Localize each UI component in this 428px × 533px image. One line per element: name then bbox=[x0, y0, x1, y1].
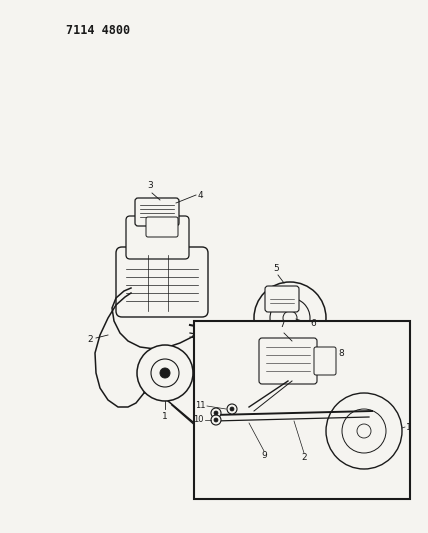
Text: 5: 5 bbox=[273, 264, 279, 273]
Text: 4: 4 bbox=[198, 190, 204, 199]
Text: 2: 2 bbox=[301, 453, 307, 462]
Text: 9: 9 bbox=[261, 450, 267, 459]
FancyBboxPatch shape bbox=[265, 286, 299, 312]
Circle shape bbox=[214, 411, 218, 415]
Circle shape bbox=[270, 298, 310, 338]
Circle shape bbox=[254, 282, 326, 354]
Circle shape bbox=[342, 409, 386, 453]
FancyBboxPatch shape bbox=[126, 216, 189, 259]
Bar bbox=[194, 321, 410, 499]
FancyBboxPatch shape bbox=[314, 347, 336, 375]
Circle shape bbox=[227, 404, 237, 414]
Text: 7114 4800: 7114 4800 bbox=[66, 24, 131, 37]
Circle shape bbox=[326, 393, 402, 469]
FancyBboxPatch shape bbox=[116, 247, 208, 317]
Circle shape bbox=[283, 311, 297, 325]
Text: 1: 1 bbox=[406, 423, 412, 432]
Text: 8: 8 bbox=[338, 349, 344, 358]
Text: 6: 6 bbox=[310, 319, 316, 328]
Circle shape bbox=[230, 407, 234, 411]
Text: 2: 2 bbox=[87, 335, 93, 343]
Text: 10: 10 bbox=[193, 416, 204, 424]
Circle shape bbox=[211, 408, 221, 418]
Text: 3: 3 bbox=[147, 181, 153, 190]
Circle shape bbox=[211, 415, 221, 425]
Circle shape bbox=[160, 368, 170, 378]
FancyBboxPatch shape bbox=[146, 217, 178, 237]
Circle shape bbox=[151, 359, 179, 387]
Text: 11: 11 bbox=[196, 400, 206, 409]
FancyBboxPatch shape bbox=[259, 338, 317, 384]
Circle shape bbox=[214, 418, 218, 422]
FancyBboxPatch shape bbox=[135, 198, 179, 226]
Circle shape bbox=[357, 424, 371, 438]
Circle shape bbox=[137, 345, 193, 401]
Text: 7: 7 bbox=[279, 320, 285, 329]
Text: 1: 1 bbox=[162, 412, 168, 421]
